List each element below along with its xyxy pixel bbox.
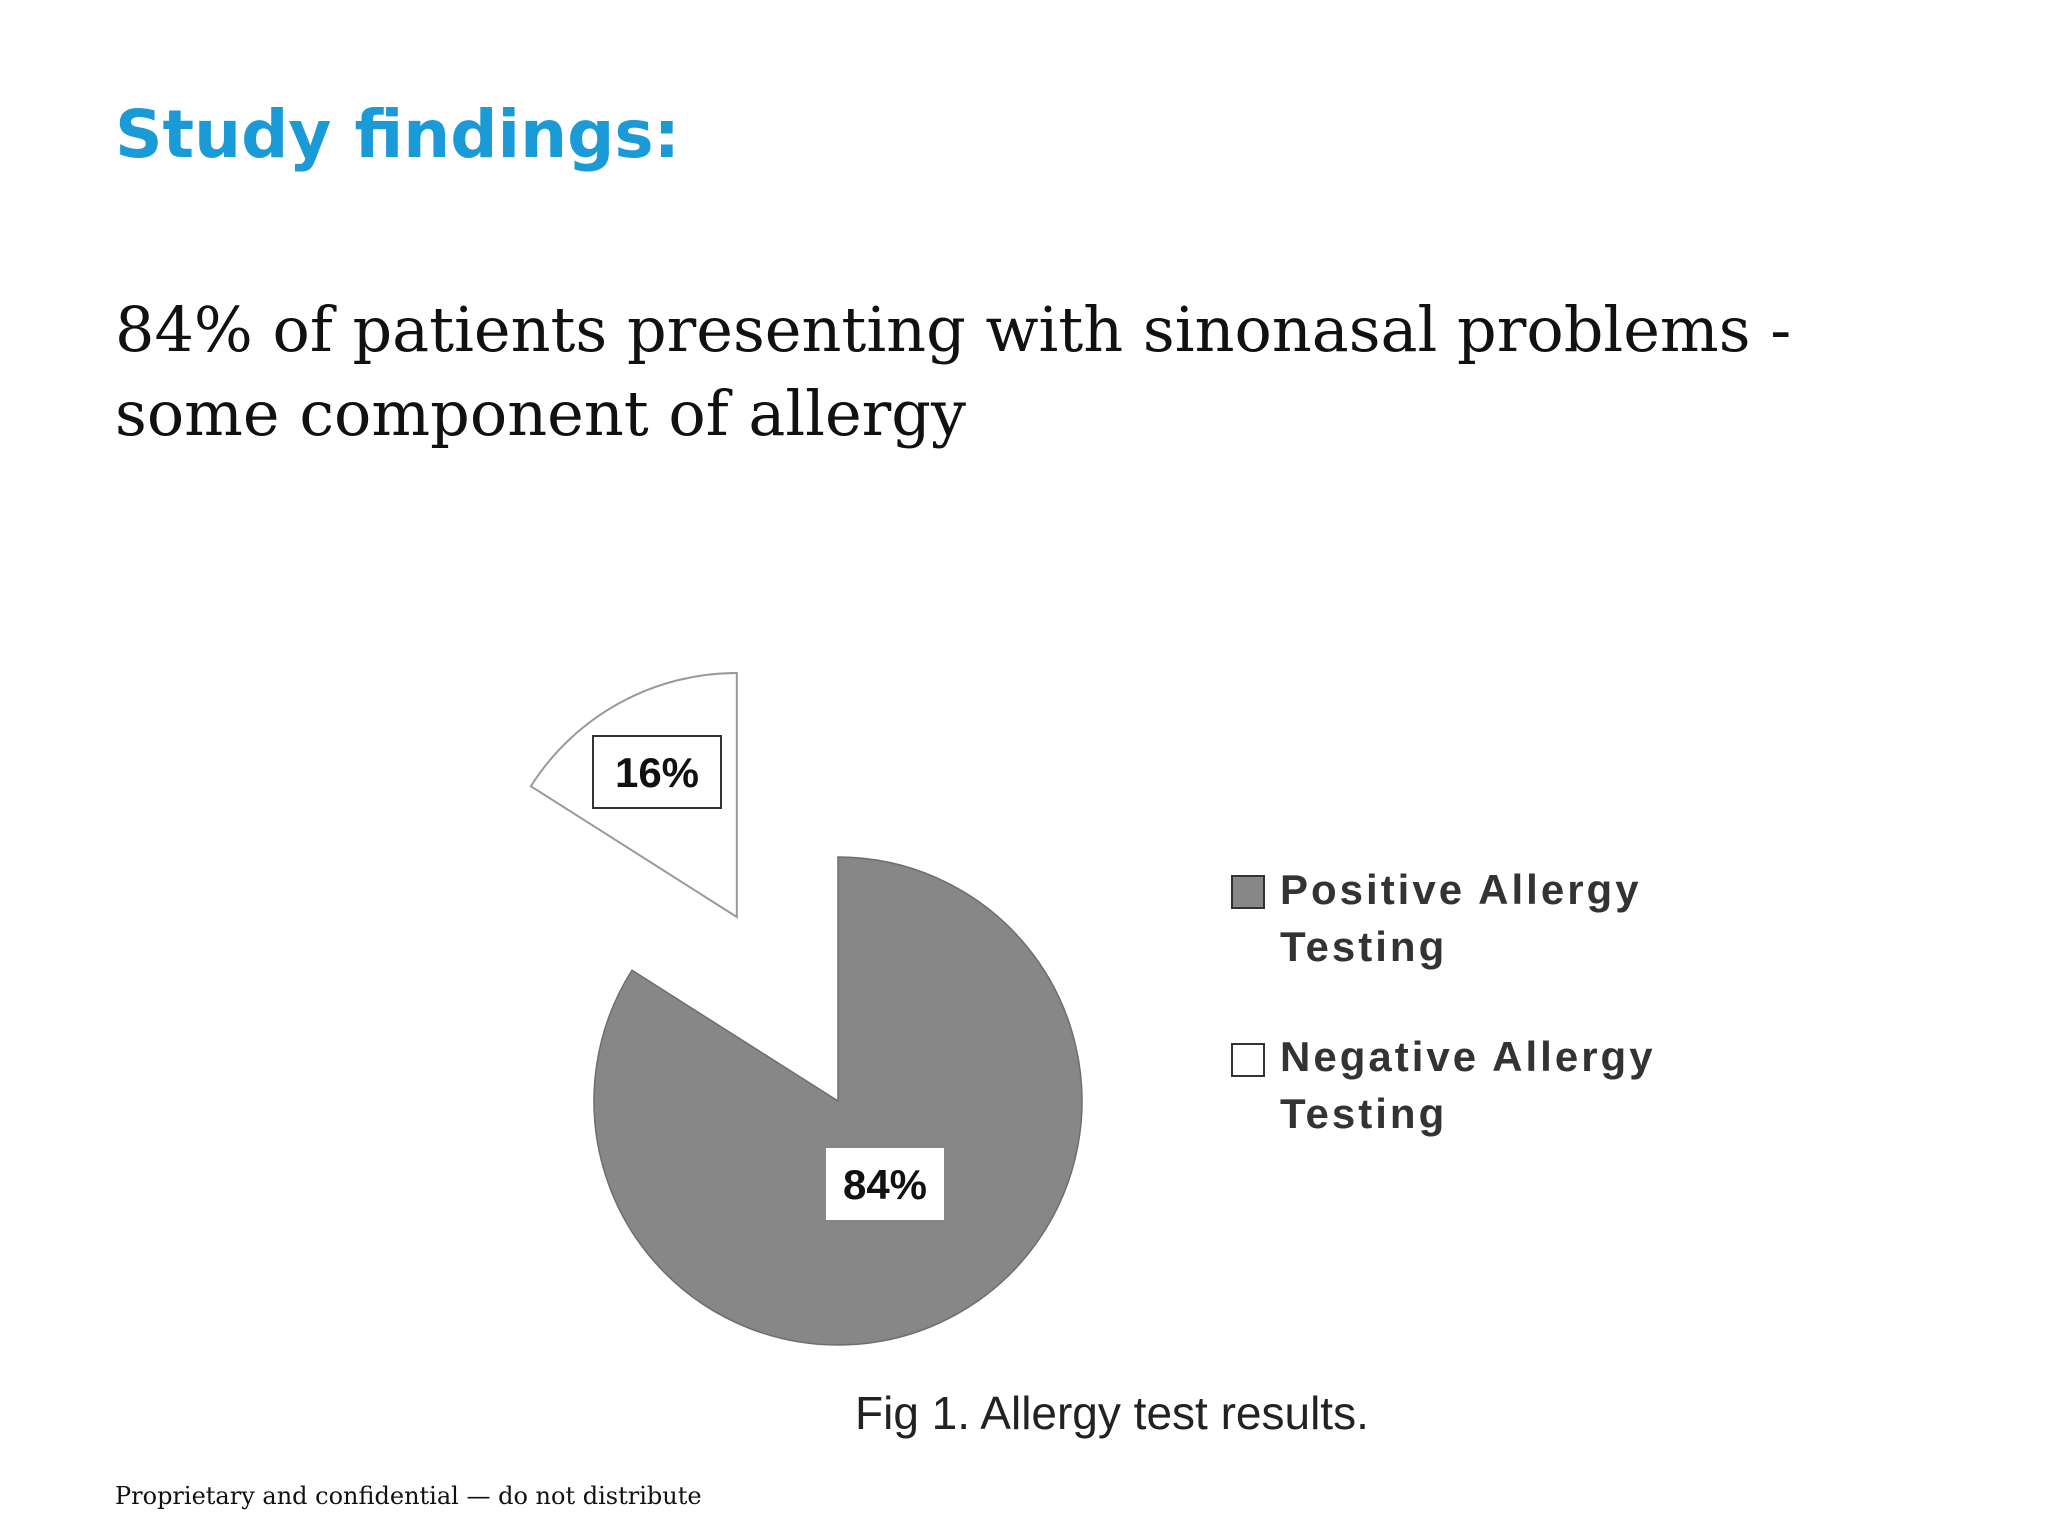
pie-label-box	[826, 1148, 944, 1220]
chart-caption: Fig 1. Allergy test results.	[855, 1387, 1369, 1439]
slide-body-text: 84% of patients presenting with sinonasa…	[115, 293, 1792, 450]
footer-confidential: Proprietary and confidential — do not di…	[115, 1482, 702, 1510]
legend-swatch	[1231, 1043, 1265, 1077]
legend: Positive Allergy Testing Negative Allergy T…	[1231, 866, 1656, 1137]
legend-label-line: Positive Allergy	[1280, 866, 1642, 913]
legend-label-line: Testing	[1280, 923, 1447, 970]
legend-label-line: Negative Allergy	[1280, 1033, 1656, 1080]
pie-group: 84% 16%	[529, 671, 1083, 1346]
pie-label-value: 16%	[615, 749, 699, 796]
slide-title: Study findings:	[115, 96, 680, 173]
legend-item-negative: Negative Allergy Testing	[1231, 1033, 1656, 1137]
pie-label-negative: 16%	[592, 735, 722, 809]
pie-slice-positive	[593, 856, 1083, 1346]
pie-label-box	[592, 735, 722, 809]
legend-item-positive: Positive Allergy Testing	[1231, 866, 1642, 970]
legend-label-line: Testing	[1280, 1090, 1447, 1137]
pie-label-value: 84%	[843, 1161, 927, 1208]
pie-label-positive: 84%	[826, 1148, 944, 1220]
legend-swatch	[1231, 875, 1265, 909]
